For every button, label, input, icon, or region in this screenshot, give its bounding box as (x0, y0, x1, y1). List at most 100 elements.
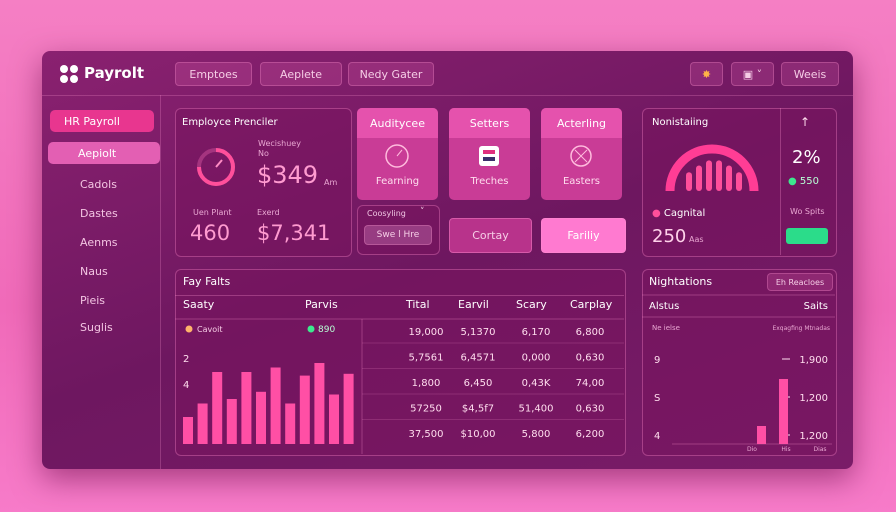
unit: Am (324, 178, 338, 187)
tile-label: Easters (562, 176, 601, 187)
nav-item[interactable]: Suglis (80, 320, 113, 334)
nav-item[interactable]: Dastes (80, 206, 118, 220)
legend: ● Cagnital (652, 208, 706, 219)
notifications-card (642, 269, 837, 456)
cell: 0,630 (576, 353, 605, 364)
tile-icon (570, 145, 592, 167)
bar (212, 372, 223, 444)
bar (757, 426, 766, 444)
column-header: Earvil (458, 298, 489, 311)
icon-button[interactable]: ▣ ˅ (731, 62, 774, 86)
chip[interactable]: Fariliy (541, 218, 626, 253)
row-value: 1,900 (799, 355, 828, 366)
note: No (258, 149, 269, 158)
bar (779, 379, 788, 444)
note: Wecishuey (258, 139, 301, 148)
legend-value: 890 (318, 325, 335, 335)
legend-dot (185, 325, 193, 333)
label: Exerd (257, 208, 280, 217)
tile-title: Setters (449, 108, 530, 138)
x-label: Dio (747, 446, 757, 453)
table-card (175, 269, 626, 456)
label: Uen Plant (193, 208, 232, 217)
cell: 6,4571 (461, 353, 496, 364)
row-label: 9 (654, 355, 660, 366)
control-card (357, 205, 440, 255)
cell: 6,170 (522, 327, 551, 338)
legend-label: Cavoit (197, 325, 222, 334)
tile[interactable]: Auditycee Fearning (357, 108, 438, 200)
tab[interactable]: Nedy Gater (348, 62, 434, 86)
nav-item[interactable]: HR Payroll (50, 110, 154, 132)
select[interactable]: Coosyling (367, 209, 406, 218)
status-button[interactable] (786, 228, 828, 244)
cell: 57250 (410, 404, 442, 415)
gauge-bar (716, 160, 722, 191)
cell: 5,800 (522, 429, 551, 440)
tile-icon (385, 144, 409, 168)
nav-item[interactable]: Aepiolt (48, 142, 160, 164)
cell: 37,500 (409, 429, 444, 440)
bar (270, 367, 281, 444)
chip[interactable]: Cortay (449, 218, 532, 253)
bar (329, 394, 339, 444)
bar (256, 391, 266, 444)
gauge-bar (686, 172, 692, 191)
filter[interactable]: Eh Reacloes (767, 273, 833, 291)
column-header: Tital (405, 298, 430, 311)
unit: Aas (689, 235, 704, 244)
tab[interactable]: Emptoes (175, 62, 252, 86)
cell: $4,5f7 (462, 404, 494, 415)
cell: 19,000 (409, 327, 444, 338)
gauge (665, 144, 759, 192)
card-title: Nightations (649, 275, 713, 288)
tile-label: Fearning (375, 176, 420, 187)
row-value: 1,200 (799, 431, 828, 442)
column-header: Saits (804, 301, 828, 312)
gauge-bar (696, 165, 702, 191)
legend-dot (307, 325, 315, 333)
nav-item[interactable]: Cadols (80, 177, 117, 191)
cell: 6,800 (576, 327, 605, 338)
note: Wo Spits (790, 207, 825, 216)
cell: 51,400 (519, 404, 554, 415)
nav-item[interactable]: Naus (80, 264, 108, 278)
column-header: Parvis (305, 298, 338, 311)
tile[interactable]: Acterling Easters (541, 108, 622, 200)
tile-title: Acterling (541, 108, 622, 138)
divider (780, 108, 781, 255)
axis-label: 2 (183, 354, 189, 365)
cell: 5,1370 (461, 327, 496, 338)
bar (183, 417, 193, 444)
notifications: Alstus Saits Ne ielse Exqagfing Mtnadas 9 1,9… (642, 294, 835, 453)
card-title: Employce Prenciler (182, 117, 278, 128)
column-header: Alstus (649, 301, 679, 312)
delta-value: 550 (799, 176, 820, 187)
icon-button[interactable]: ✸ (690, 62, 723, 86)
gauge-bar (736, 172, 742, 191)
row-value: 1,200 (799, 393, 828, 404)
card-title: Nonistaiing (652, 117, 709, 128)
column-header: Scary (516, 298, 547, 311)
nav-item[interactable]: Aenms (80, 235, 118, 249)
gauge-bar (706, 160, 712, 191)
action-button[interactable]: Weeis (781, 62, 839, 86)
cell: 0,630 (576, 404, 605, 415)
logo-icon (60, 65, 78, 83)
cell: 6,200 (576, 429, 605, 440)
tile[interactable]: Setters Treches (449, 108, 530, 200)
tile-label: Treches (470, 176, 509, 187)
summary-card (175, 108, 352, 257)
button[interactable]: Swe l Hre (364, 225, 432, 245)
cell: 5,7561 (409, 353, 444, 364)
cell: 74,00 (576, 378, 605, 389)
app: Payrolt Emptoes Aeplete Nedy Gater ✸ ▣ ˅… (42, 51, 853, 469)
nav-item[interactable]: Pieis (80, 293, 106, 307)
column-header: Saaty (183, 298, 215, 311)
cell: 0,43K (522, 378, 551, 389)
bar (241, 372, 252, 444)
bar (226, 399, 237, 444)
tab[interactable]: Aeplete (260, 62, 342, 86)
legend-label: Cagnital (663, 208, 706, 219)
